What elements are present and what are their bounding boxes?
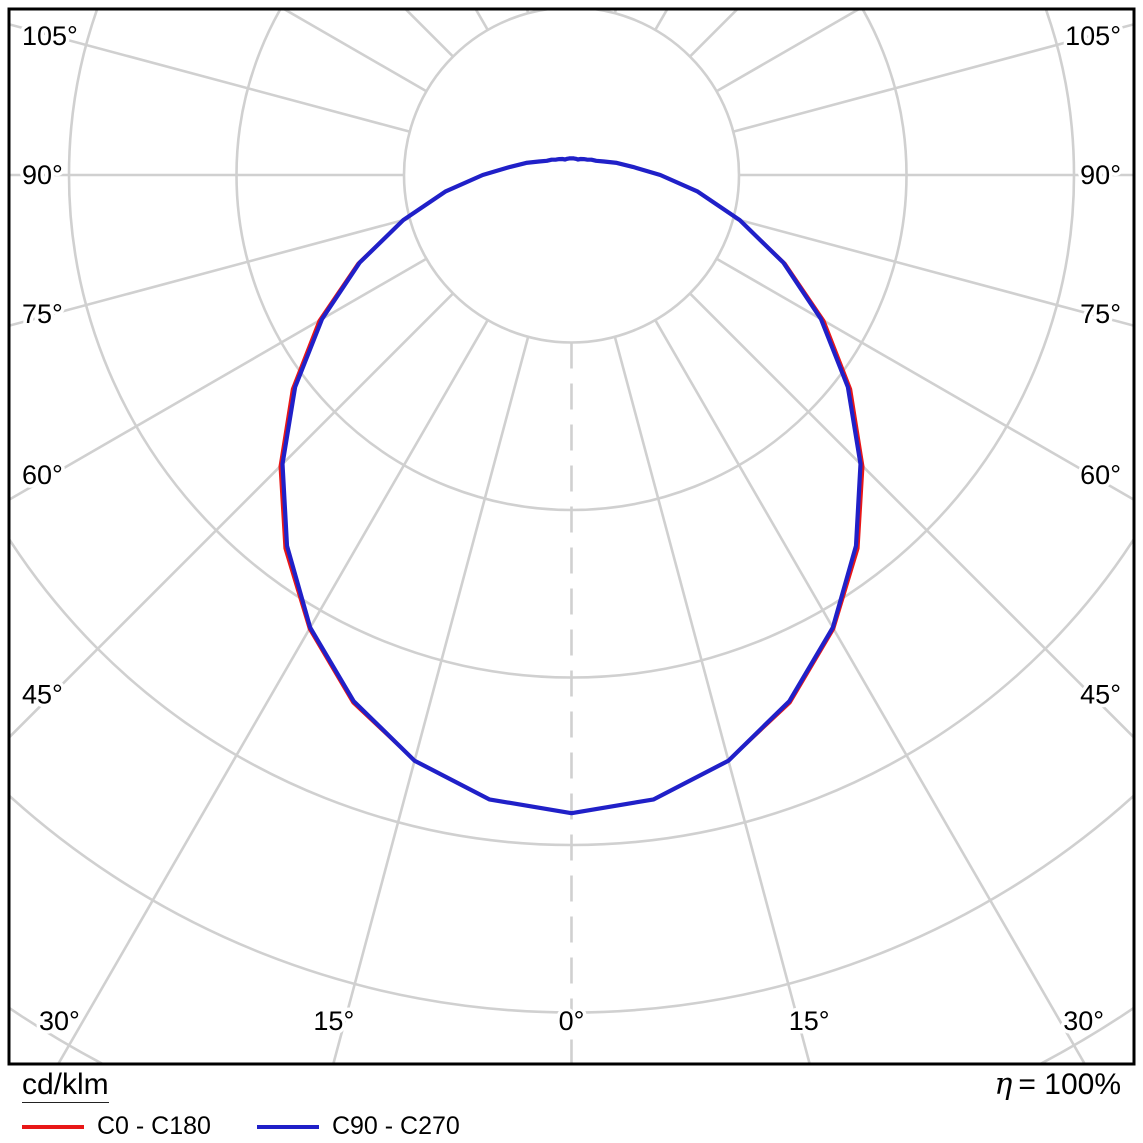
angle-label: 105°	[1065, 21, 1121, 51]
angle-label: 60°	[22, 460, 63, 490]
series-line-swatch-c0-c180	[22, 1124, 84, 1129]
angle-label: 90°	[1080, 160, 1121, 190]
legend-top-row: cd/klm η = 100%	[22, 1069, 1121, 1103]
angle-label: 45°	[1080, 680, 1121, 710]
plot-border	[7, 7, 1136, 1066]
angle-labels: 45° 45° 60° 60° 75° 75° 90° 90° 105° 105° 0° 15° 15°…	[19, 17, 1125, 1039]
angle-label: 45°	[22, 680, 63, 710]
angle-label: 15°	[789, 1006, 830, 1036]
series-label-c0-c180: C0 - C180	[97, 1112, 211, 1140]
angle-label: 90°	[22, 160, 63, 190]
eta-symbol: η	[994, 1067, 1013, 1102]
curve-C90-C270	[280, 156, 863, 816]
efficiency-label: η = 100%	[994, 1069, 1121, 1101]
eta-value: = 100%	[1018, 1068, 1121, 1101]
angle-label: 60°	[1080, 460, 1121, 490]
polar-grid	[10, 10, 1133, 1063]
angle-label: 0°	[559, 1006, 585, 1036]
series-line-swatch-c90-c270	[256, 1124, 319, 1129]
angle-label: 30°	[1063, 1006, 1104, 1036]
angle-label: 30°	[39, 1006, 80, 1036]
legend-bar: cd/klm η = 100% C0 - C180 C90 - C270	[0, 1067, 1143, 1141]
intensity-curves	[278, 156, 865, 816]
unit-label: cd/klm	[22, 1068, 109, 1103]
series-label-c90-c270: C90 - C270	[331, 1112, 460, 1140]
angle-label: 105°	[22, 21, 78, 51]
polar-chart: 45° 45° 60° 60° 75° 75° 90° 90° 105° 105° 0° 15° 15°…	[7, 7, 1136, 1066]
legend-series-row: C0 - C180 C90 - C270	[22, 1112, 1121, 1141]
angle-label: 75°	[22, 299, 63, 329]
angle-label: 75°	[1080, 299, 1121, 329]
angle-label: 15°	[313, 1006, 354, 1036]
